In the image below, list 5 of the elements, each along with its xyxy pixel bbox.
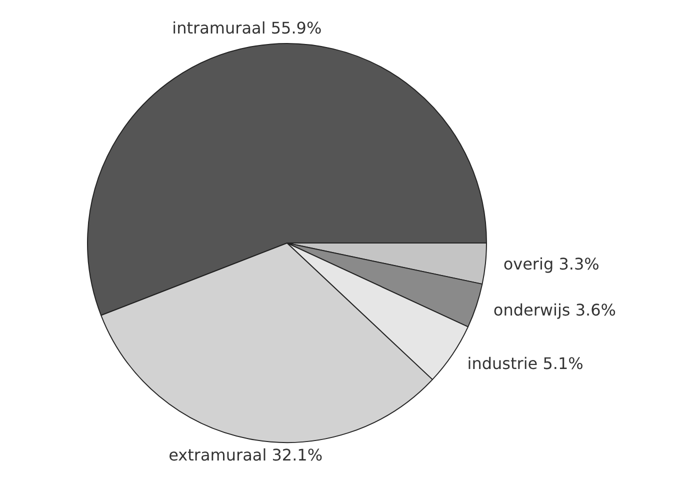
slice-label: intramuraal 55.9% — [172, 18, 322, 38]
slice-label: overig 3.3% — [503, 254, 600, 274]
slice-label: onderwijs 3.6% — [493, 300, 616, 320]
slice-label: extramuraal 32.1% — [168, 446, 323, 465]
slice-label: industrie 5.1% — [467, 354, 584, 373]
